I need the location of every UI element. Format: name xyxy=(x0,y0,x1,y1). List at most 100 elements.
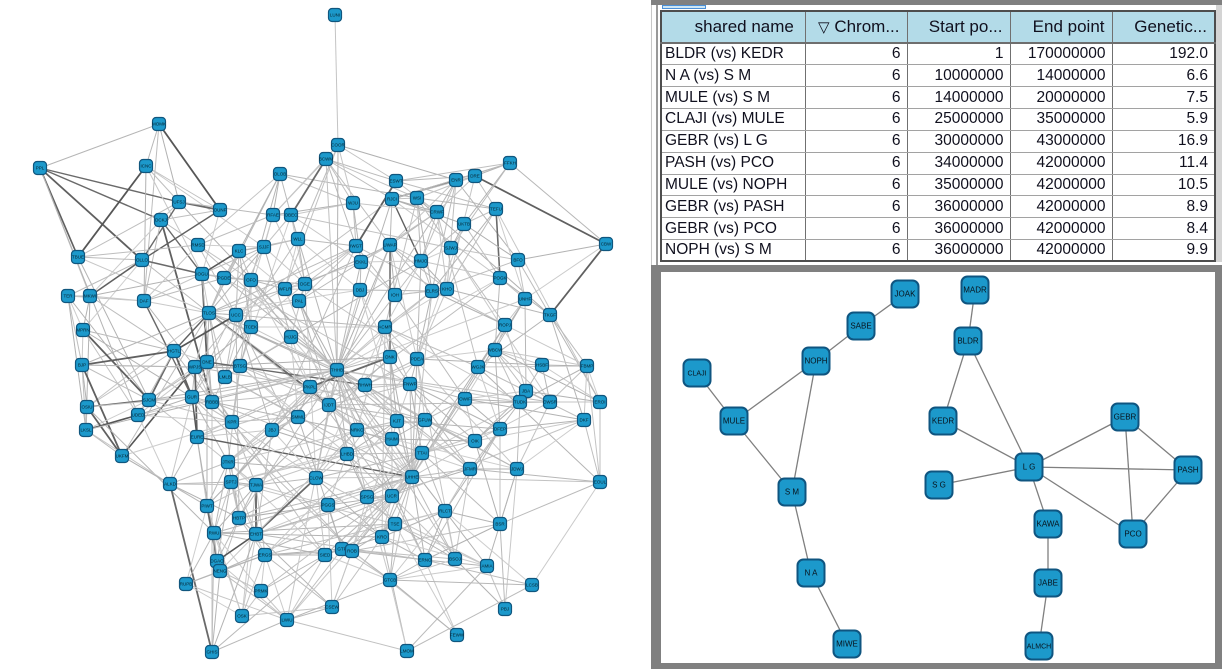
svg-text:SIED: SIED xyxy=(320,553,331,558)
svg-text:BLDR: BLDR xyxy=(957,337,979,346)
svg-text:JTKR: JTKR xyxy=(222,460,234,465)
svg-text:UCR: UCR xyxy=(387,494,397,499)
svg-text:KJT: KJT xyxy=(393,419,401,424)
svg-text:BCWM: BCWM xyxy=(319,157,333,162)
svg-text:PAL: PAL xyxy=(295,299,304,304)
svg-text:OUNF: OUNF xyxy=(214,208,227,213)
svg-text:HJJG: HJJG xyxy=(285,335,297,340)
svg-text:GFUW: GFUW xyxy=(418,418,432,423)
svg-text:GEBR: GEBR xyxy=(1114,413,1137,422)
svg-text:S G: S G xyxy=(932,481,946,490)
svg-text:UFSJ: UFSJ xyxy=(173,200,184,205)
svg-text:RJCI: RJCI xyxy=(387,197,397,202)
svg-text:TEFU: TEFU xyxy=(490,207,502,212)
svg-text:SABE: SABE xyxy=(850,322,871,331)
svg-text:MKWI: MKWI xyxy=(84,294,96,299)
svg-text:CBW: CBW xyxy=(601,242,612,247)
svg-text:TUDK: TUDK xyxy=(514,400,526,405)
svg-text:WPJS: WPJS xyxy=(189,365,202,370)
svg-text:OIK: OIK xyxy=(471,439,479,444)
svg-text:UDED: UDED xyxy=(132,413,146,418)
svg-text:KEDR: KEDR xyxy=(932,417,954,426)
svg-text:PASH: PASH xyxy=(1177,466,1198,475)
svg-text:DGE: DGE xyxy=(300,282,310,287)
svg-text:HSBF: HSBF xyxy=(536,363,548,368)
svg-text:ACMR: ACMR xyxy=(378,325,392,330)
svg-text:ROB: ROB xyxy=(347,549,357,554)
svg-text:KAWA: KAWA xyxy=(1037,520,1061,529)
svg-text:JDWJ: JDWJ xyxy=(511,467,523,472)
svg-text:WBCW: WBCW xyxy=(488,348,503,353)
svg-text:FNWP: FNWP xyxy=(403,382,416,387)
svg-text:DCKJ: DCKJ xyxy=(155,218,167,223)
svg-text:LHBD: LHBD xyxy=(341,452,354,457)
svg-text:WJU: WJU xyxy=(348,201,358,206)
svg-text:LMOM: LMOM xyxy=(400,649,414,654)
svg-text:MADR: MADR xyxy=(963,286,987,295)
svg-text:IJDT: IJDT xyxy=(324,403,334,408)
svg-text:ALKD: ALKD xyxy=(164,482,177,487)
svg-text:FFKH: FFKH xyxy=(504,161,516,166)
svg-text:RWU: RWU xyxy=(209,531,220,536)
svg-text:LCSB: LCSB xyxy=(526,583,538,588)
svg-text:N A: N A xyxy=(805,569,819,578)
svg-text:EROI: EROI xyxy=(594,400,605,405)
svg-text:GTCB: GTCB xyxy=(384,578,397,583)
svg-text:ALMCH: ALMCH xyxy=(1027,644,1052,651)
svg-text:POGK: POGK xyxy=(493,276,506,281)
svg-text:CLAJI: CLAJI xyxy=(687,371,706,378)
svg-text:WLL: WLL xyxy=(293,237,303,242)
svg-text:IOH: IOH xyxy=(391,293,399,298)
svg-text:JBA: JBA xyxy=(522,389,530,394)
svg-text:JFMR: JFMR xyxy=(464,467,477,472)
svg-text:BFO: BFO xyxy=(513,258,523,263)
svg-text:LMLB: LMLB xyxy=(219,375,231,380)
svg-text:FBMP: FBMP xyxy=(581,364,594,369)
svg-text:SPTJ: SPTJ xyxy=(225,480,236,485)
svg-text:WFLR: WFLR xyxy=(279,287,292,292)
svg-text:OWIF: OWIF xyxy=(459,397,471,402)
svg-text:OLLO: OLLO xyxy=(136,258,149,263)
svg-text:SMML: SMML xyxy=(291,415,304,420)
svg-text:PPL: PPL xyxy=(36,166,45,171)
svg-text:OWSR: OWSR xyxy=(543,400,558,405)
svg-text:MOMK: MOMK xyxy=(152,122,166,127)
svg-text:S M: S M xyxy=(785,488,800,497)
svg-text:WSI: WSI xyxy=(413,196,422,201)
svg-text:EKKL: EKKL xyxy=(355,260,367,265)
svg-text:ELRS: ELRS xyxy=(426,289,438,294)
svg-text:KRO: KRO xyxy=(377,535,387,540)
svg-text:TTAI: TTAI xyxy=(417,451,426,456)
svg-text:NENG: NENG xyxy=(213,569,227,574)
svg-text:OLOB: OLOB xyxy=(274,172,287,177)
svg-text:MPRN: MPRN xyxy=(76,328,89,333)
svg-text:NRKC: NRKC xyxy=(351,428,365,433)
svg-text:UKFM: UKFM xyxy=(116,454,129,459)
svg-text:PBJ: PBJ xyxy=(501,607,509,612)
svg-text:SJWJ: SJWJ xyxy=(445,246,457,251)
svg-text:BSOJ: BSOJ xyxy=(449,557,461,562)
svg-text:RMSD: RMSD xyxy=(191,243,205,248)
svg-text:ROPJ: ROPJ xyxy=(499,323,511,328)
svg-text:FEWW: FEWW xyxy=(450,633,465,638)
svg-text:DNK: DNK xyxy=(385,355,395,360)
svg-text:PIWT: PIWT xyxy=(201,504,212,509)
svg-text:OBEC: OBEC xyxy=(285,213,299,218)
svg-text:KPR: KPR xyxy=(227,420,237,425)
svg-text:LWIU: LWIU xyxy=(282,618,293,623)
svg-text:JABE: JABE xyxy=(1038,579,1058,588)
svg-text:OSIU: OSIU xyxy=(81,405,92,410)
svg-text:BJP: BJP xyxy=(78,363,86,368)
svg-text:SJCM: SJCM xyxy=(143,398,156,403)
svg-text:BSR: BSR xyxy=(495,522,505,527)
svg-text:EHBT: EHBT xyxy=(250,532,262,537)
svg-text:UHHE: UHHE xyxy=(406,475,419,480)
svg-text:RLCT: RLCT xyxy=(439,509,451,514)
svg-text:JOAK: JOAK xyxy=(895,290,917,299)
svg-text:GTP: GTP xyxy=(337,547,346,552)
svg-text:CRWF: CRWF xyxy=(430,210,444,215)
svg-text:OSK: OSK xyxy=(237,614,247,619)
svg-text:PRMK: PRMK xyxy=(254,589,267,594)
svg-text:ICNC: ICNC xyxy=(141,164,153,169)
svg-text:RBBB: RBBB xyxy=(206,400,218,405)
